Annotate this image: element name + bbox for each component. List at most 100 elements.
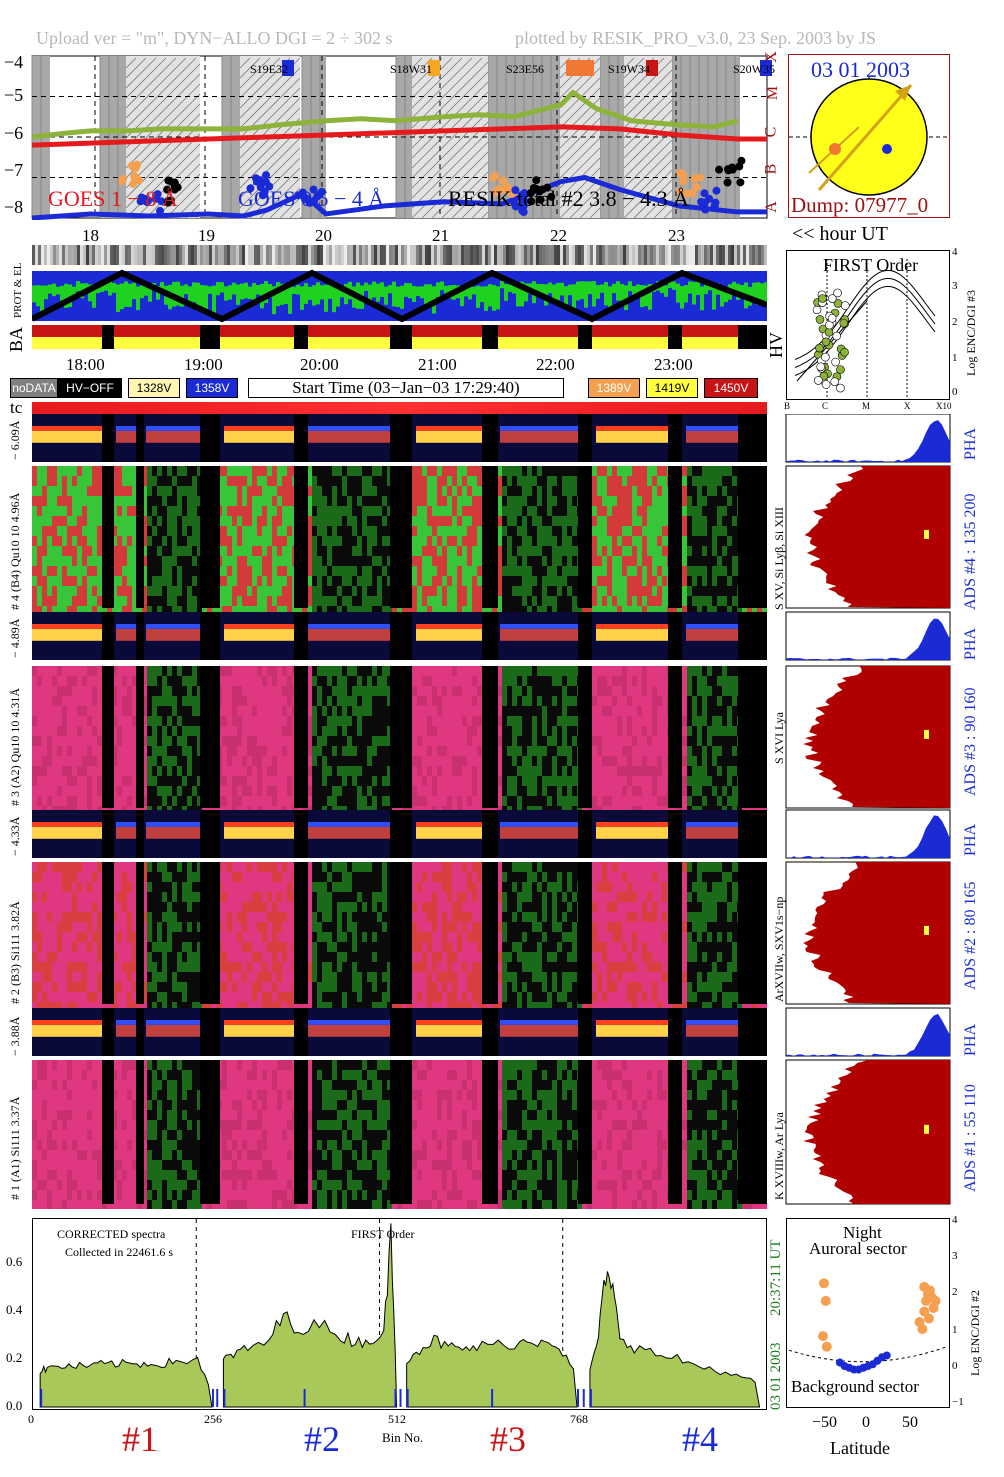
spec-cell <box>147 786 152 796</box>
spec-cell <box>452 596 457 606</box>
pha-band <box>500 628 506 641</box>
spec-cell <box>337 566 342 576</box>
spec-cell <box>307 486 312 496</box>
fo-y-tick: 3 <box>952 280 958 292</box>
spec-cell <box>77 596 82 606</box>
spec-cell <box>187 716 192 726</box>
spec-cell <box>157 796 162 806</box>
spec-cell <box>327 496 332 506</box>
spec-cell <box>507 796 512 806</box>
hatch-line <box>569 187 601 219</box>
spec-cell <box>177 536 182 546</box>
spec-cell <box>197 776 202 786</box>
spec-cell <box>507 466 512 476</box>
spec-cell <box>597 536 602 546</box>
prot-green <box>180 285 184 307</box>
spec-cell <box>277 586 282 596</box>
spec-cell <box>57 546 62 556</box>
spec-cell <box>142 786 147 796</box>
pha-band-edge <box>68 426 74 431</box>
spec-cell <box>422 666 427 676</box>
spec-cell <box>697 606 702 616</box>
spec-cell <box>357 776 362 786</box>
prot-green <box>56 286 60 295</box>
spec-cell <box>417 596 422 606</box>
spec-cell <box>112 576 117 586</box>
spec-cell <box>312 666 317 676</box>
spec-cell <box>537 466 542 476</box>
spec-cell <box>257 686 262 696</box>
spec-cell <box>82 746 87 756</box>
spec-cell <box>347 796 352 806</box>
spec-cell <box>92 696 97 706</box>
spec-cell <box>177 736 182 746</box>
spec-cell <box>432 606 437 616</box>
pha-band-edge <box>86 624 92 629</box>
spec-cell <box>717 496 722 506</box>
spec-cell <box>437 686 442 696</box>
spec-cell <box>387 716 392 726</box>
spec-cell <box>522 796 527 806</box>
spec-cell <box>57 706 62 716</box>
spec-cell <box>332 686 337 696</box>
gray-cell <box>764 245 767 265</box>
spec-cell <box>387 676 392 686</box>
spec-cell <box>417 776 422 786</box>
spec-cell <box>602 546 607 556</box>
spec-cell <box>477 726 482 736</box>
prot-green <box>420 286 424 299</box>
spec-cell <box>617 566 622 576</box>
spec-cell <box>357 716 362 726</box>
spec-cell <box>52 736 57 746</box>
spec-cell <box>537 606 542 616</box>
spec-cell <box>377 496 382 506</box>
spec-cell <box>732 536 737 546</box>
gray-cell <box>596 245 599 265</box>
spec-cell <box>632 526 637 536</box>
hour-ut-label: << hour UT <box>792 223 888 245</box>
pha-band-edge <box>434 624 440 629</box>
spec-cell <box>327 756 332 766</box>
flare-point <box>527 197 536 206</box>
spec-cell <box>567 506 572 516</box>
spec-cell <box>347 766 352 776</box>
spec-cell <box>82 716 87 726</box>
spec-cell <box>552 606 557 616</box>
spec-cell <box>177 516 182 526</box>
pha-band <box>80 430 86 443</box>
spec-cell <box>182 686 187 696</box>
spec-cell <box>692 606 697 616</box>
spec-cell <box>472 666 477 676</box>
flare-point <box>137 193 146 202</box>
spec-cell <box>627 586 632 596</box>
spec-cell <box>682 506 687 516</box>
spec-cell <box>512 596 517 606</box>
spec-cell <box>517 696 522 706</box>
spec-cell <box>157 756 162 766</box>
spec-cell <box>67 686 72 696</box>
spec-cell <box>472 606 477 616</box>
spec-cell <box>77 766 82 776</box>
spec-cell <box>57 756 62 766</box>
spec-cell <box>142 746 147 756</box>
spec-cell <box>347 536 352 546</box>
spec-cell <box>362 576 367 586</box>
spec-cell <box>262 516 267 526</box>
pha-band <box>452 628 458 641</box>
gray-cell <box>338 245 341 265</box>
spec-cell <box>527 506 532 516</box>
spec-cell <box>412 746 417 756</box>
spec-cell <box>352 746 357 756</box>
spec-cell <box>182 516 187 526</box>
spec-cell <box>327 716 332 726</box>
spec-cell <box>427 476 432 486</box>
prot-green <box>504 283 508 301</box>
spec-cell <box>352 506 357 516</box>
pha-band-edge <box>512 426 518 431</box>
fo-point <box>821 352 830 362</box>
spec-cell <box>447 476 452 486</box>
spec-cell <box>317 596 322 606</box>
spec-cell <box>562 466 567 476</box>
spec-cell <box>242 726 247 736</box>
prot-green <box>536 283 540 296</box>
